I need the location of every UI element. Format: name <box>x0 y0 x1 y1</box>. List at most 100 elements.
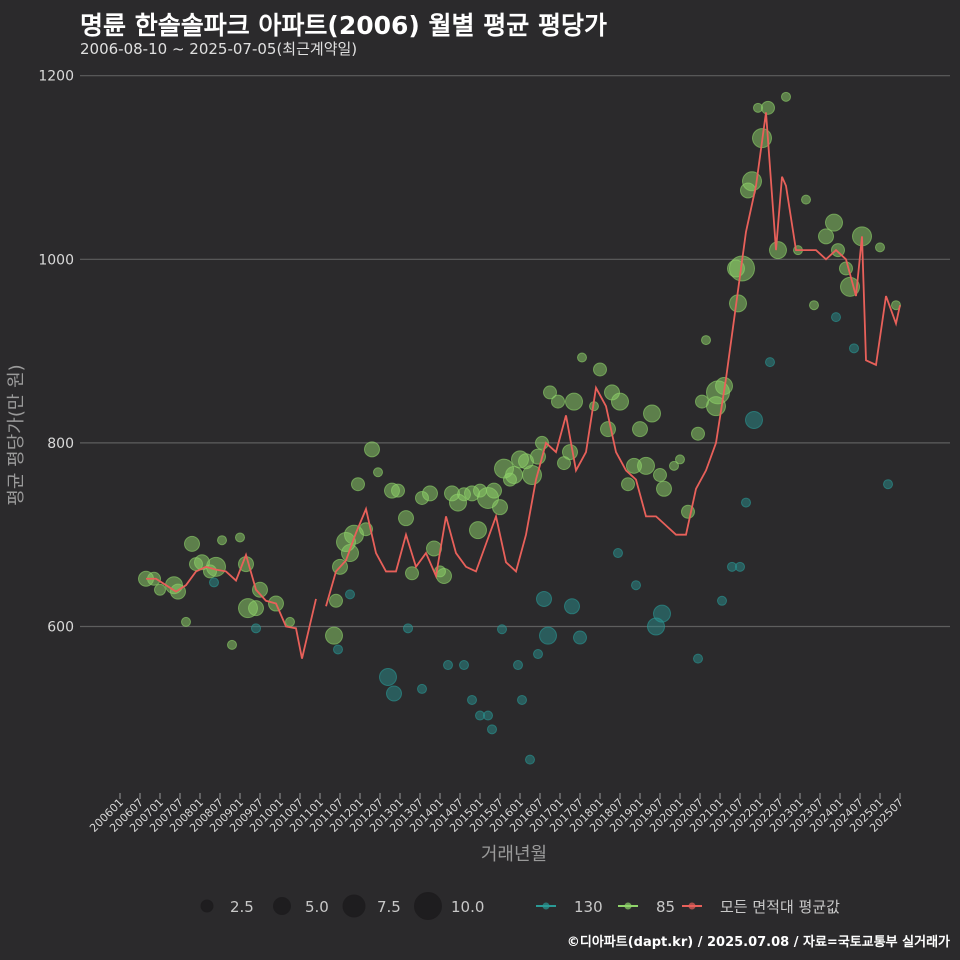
point-85 <box>285 616 295 627</box>
point-130 <box>735 561 745 572</box>
point-85 <box>675 454 685 465</box>
size-legend-key <box>414 892 442 920</box>
point-85 <box>551 394 565 409</box>
point-85 <box>252 581 268 598</box>
point-130 <box>741 497 751 508</box>
point-130 <box>333 644 343 655</box>
point-85 <box>577 352 587 363</box>
size-legend-label: 2.5 <box>230 898 254 916</box>
point-130 <box>443 660 453 671</box>
average-line-segment <box>146 552 317 659</box>
point-85 <box>809 300 819 311</box>
point-85 <box>181 616 191 627</box>
y-axis-ticks: 600 800 1000 1200 <box>38 69 74 636</box>
point-85 <box>891 300 901 311</box>
point-85 <box>781 91 791 102</box>
point-85 <box>593 362 607 377</box>
point-85 <box>621 477 635 492</box>
point-130 <box>573 630 587 645</box>
average-line-segment <box>325 112 901 607</box>
point-130 <box>536 590 552 607</box>
point-85 <box>329 593 343 608</box>
legend-dot-avg <box>688 902 696 910</box>
point-85 <box>729 294 747 313</box>
point-130 <box>831 312 841 323</box>
point-85 <box>248 600 264 617</box>
point-85 <box>875 242 885 253</box>
point-130 <box>483 710 493 721</box>
legend-dot-s85 <box>624 902 632 910</box>
point-85 <box>653 468 667 483</box>
point-130 <box>613 548 623 559</box>
point-85 <box>801 194 811 205</box>
point-85 <box>701 335 711 346</box>
point-85 <box>565 392 583 411</box>
legend-label-s85: 85 <box>656 898 675 916</box>
point-130 <box>653 604 671 623</box>
point-130 <box>386 685 402 702</box>
point-130 <box>345 589 355 600</box>
point-130 <box>631 580 641 591</box>
chart-title: 명륜 한솔솔파크 아파트(2006) 월별 평균 평당가 <box>80 11 607 40</box>
point-130 <box>883 479 893 490</box>
point-130 <box>513 660 523 671</box>
chart-subtitle: 2006-08-10 ~ 2025-07-05(최근계약일) <box>80 40 358 58</box>
point-130 <box>745 410 763 429</box>
point-85 <box>436 568 452 585</box>
series-85-points <box>138 91 901 650</box>
point-85 <box>391 483 405 498</box>
point-85 <box>656 480 672 497</box>
y-axis-title: 평균 평당가(만 원) <box>6 364 27 505</box>
point-85 <box>543 385 557 400</box>
gridlines <box>80 75 950 628</box>
point-85 <box>831 243 845 258</box>
series-average-line <box>146 112 901 659</box>
point-130 <box>251 623 261 634</box>
y-tick-label: 600 <box>47 620 74 636</box>
point-85 <box>469 521 487 540</box>
point-85 <box>769 241 787 260</box>
size-legend-key <box>200 899 214 913</box>
point-130 <box>539 626 557 645</box>
point-85 <box>364 441 380 458</box>
x-axis-ticks: 2006012006072007012007072008012008072009… <box>87 793 906 835</box>
point-85 <box>818 228 834 245</box>
point-85 <box>154 583 166 596</box>
legend-label-avg: 모든 면적대 평균값 <box>720 898 840 916</box>
point-130 <box>727 561 737 572</box>
legend-label-s130: 130 <box>574 898 603 916</box>
point-85 <box>341 544 359 563</box>
y-tick-label: 1000 <box>38 252 74 268</box>
size-legend-label: 5.0 <box>305 898 329 916</box>
point-130 <box>209 577 219 588</box>
legend: 2.5 5.0 7.5 10.0 130 85 모든 면적대 평균값 <box>200 892 840 920</box>
point-130 <box>475 710 485 721</box>
point-85 <box>227 639 237 650</box>
series-130-points <box>209 312 893 765</box>
size-legend-key <box>342 894 366 918</box>
point-85 <box>825 213 843 232</box>
point-85 <box>632 421 648 438</box>
point-130 <box>849 343 859 354</box>
point-130 <box>533 649 543 660</box>
point-130 <box>403 623 413 634</box>
point-130 <box>525 754 535 765</box>
point-130 <box>467 694 477 705</box>
point-85 <box>742 171 762 192</box>
point-130 <box>487 724 497 735</box>
point-85 <box>235 532 245 543</box>
point-130 <box>417 683 427 694</box>
x-axis-title: 거래년월 <box>481 844 547 865</box>
point-85 <box>217 535 227 546</box>
point-85 <box>611 392 629 411</box>
y-tick-label: 800 <box>47 436 74 452</box>
point-85 <box>562 444 578 461</box>
point-85 <box>422 485 438 502</box>
point-85 <box>373 467 383 478</box>
point-130 <box>765 357 775 368</box>
point-130 <box>497 624 507 635</box>
point-130 <box>717 595 727 606</box>
point-85 <box>492 499 508 516</box>
point-85 <box>184 535 200 552</box>
